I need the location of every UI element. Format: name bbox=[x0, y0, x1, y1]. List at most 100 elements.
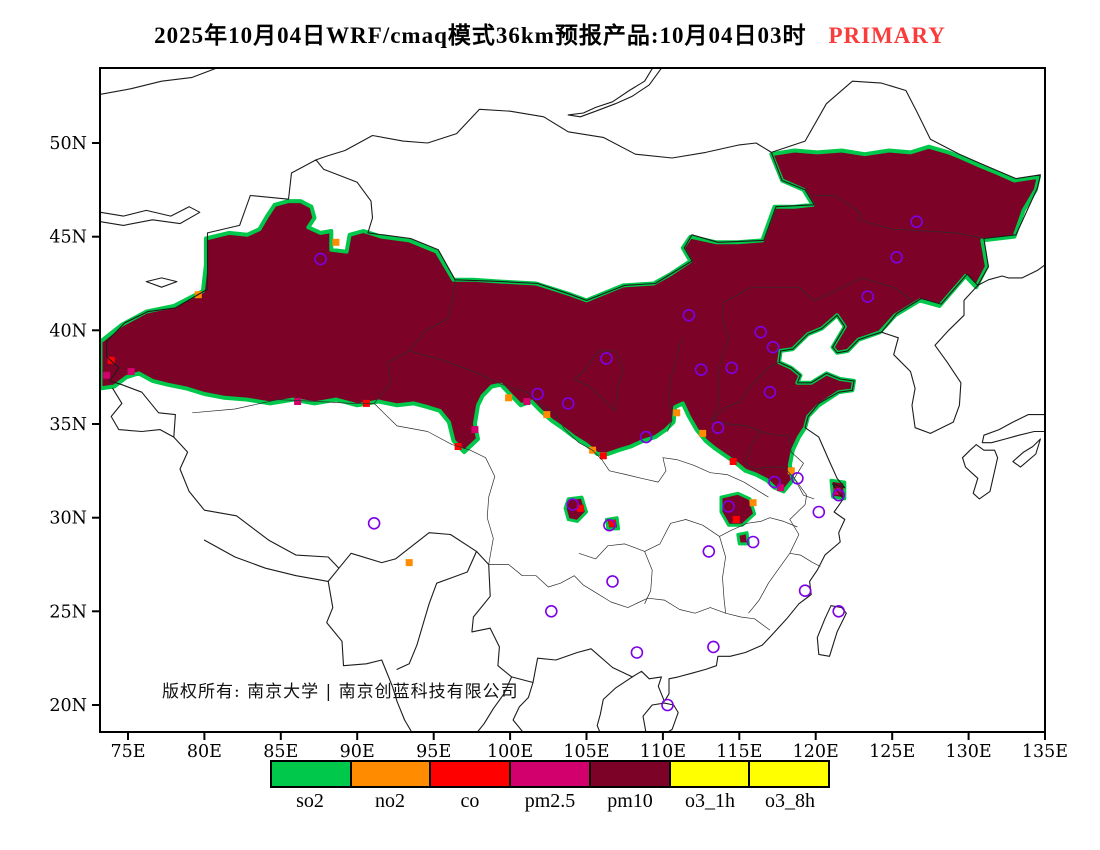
fringe-mark bbox=[505, 394, 513, 402]
fringe-mark bbox=[749, 499, 757, 507]
station-marker bbox=[606, 575, 619, 588]
island-outline bbox=[642, 702, 679, 732]
province-border bbox=[711, 419, 795, 479]
stations-layer bbox=[314, 215, 923, 712]
legend: so2 no2 co pm2.5 pm10 o3_1h o3_8h bbox=[270, 760, 830, 813]
province-border bbox=[858, 219, 984, 239]
legend-swatch-co bbox=[431, 762, 512, 786]
station-marker bbox=[812, 505, 826, 519]
station-marker bbox=[861, 290, 875, 303]
province-border bbox=[554, 412, 769, 498]
title-pollutant-label: PRIMARY bbox=[828, 23, 946, 48]
coastline bbox=[326, 580, 413, 732]
island-outline bbox=[145, 277, 178, 288]
fringe-mark bbox=[729, 458, 737, 465]
fringe-mark bbox=[833, 487, 841, 495]
province-border bbox=[373, 279, 456, 404]
lon-tick-label: 100E bbox=[487, 742, 533, 762]
fringe-mark bbox=[332, 238, 340, 246]
province-border bbox=[711, 302, 729, 421]
lon-tick-label: 115E bbox=[716, 742, 762, 762]
province-border bbox=[667, 337, 682, 432]
station-marker bbox=[531, 387, 544, 401]
axes-layer: 75E 80E 85E 90E 95E 100E 105E 110E 115E 120E 125E 1… bbox=[49, 134, 1068, 762]
lat-tick-label: 35N bbox=[49, 415, 87, 435]
coastline bbox=[476, 676, 513, 732]
coastline bbox=[880, 284, 979, 434]
title-text: 2025年10月04日WRF/cmaq模式36km预报产品:10月04日03时 bbox=[154, 23, 807, 48]
province-border bbox=[830, 277, 913, 301]
station-marker bbox=[754, 325, 768, 339]
fringe-mark bbox=[405, 559, 413, 567]
map-frame bbox=[99, 67, 1046, 733]
lon-tick-label: 130E bbox=[946, 742, 992, 762]
province-border bbox=[409, 350, 555, 414]
legend-label-row: so2 no2 co pm2.5 pm10 o3_1h o3_8h bbox=[270, 788, 830, 813]
pollution-main-region bbox=[100, 144, 1041, 494]
lon-tick-label: 105E bbox=[563, 742, 609, 762]
fringe-mark bbox=[699, 429, 707, 437]
legend-label-no2: no2 bbox=[375, 790, 405, 812]
fringe-mark bbox=[673, 409, 681, 417]
fringe-mark bbox=[732, 516, 740, 523]
lat-tick-label: 40N bbox=[49, 321, 87, 341]
station-marker bbox=[791, 471, 804, 485]
station-marker bbox=[910, 215, 923, 228]
legend-label-o3_8h: o3_8h bbox=[765, 790, 815, 812]
station-marker bbox=[722, 500, 735, 513]
station-marker bbox=[890, 250, 904, 264]
coastline bbox=[315, 108, 772, 161]
legend-label-co: co bbox=[460, 790, 480, 812]
station-marker bbox=[603, 518, 616, 532]
station-marker bbox=[832, 604, 846, 618]
lon-tick-label: 90E bbox=[340, 742, 375, 762]
page-title: 2025年10月04日WRF/cmaq模式36km预报产品:10月04日03时 P… bbox=[0, 16, 1100, 50]
pollution-region-layer bbox=[100, 144, 1041, 567]
station-marker bbox=[711, 421, 725, 435]
legend-swatch-pm2.5 bbox=[511, 762, 591, 786]
coastline bbox=[110, 387, 175, 438]
lat-tick-label: 20N bbox=[49, 696, 87, 716]
legend-colorbar bbox=[270, 760, 830, 788]
china-border bbox=[106, 80, 1041, 702]
legend-label-pm10: pm10 bbox=[607, 790, 653, 812]
station-marker bbox=[566, 498, 580, 511]
legend-label-pm2.5: pm2.5 bbox=[524, 790, 576, 812]
coastline bbox=[596, 676, 633, 732]
province-border bbox=[748, 599, 760, 614]
legend-swatch-no2 bbox=[351, 762, 432, 786]
fringe-mark bbox=[543, 411, 551, 419]
coastline bbox=[567, 68, 663, 118]
basemap-layer bbox=[100, 68, 1045, 732]
station-marker bbox=[766, 340, 780, 354]
fringe-mark bbox=[523, 398, 531, 405]
province-border bbox=[812, 195, 862, 220]
legend-label-so2: so2 bbox=[296, 790, 324, 812]
lat-tick-label: 25N bbox=[49, 602, 87, 622]
station-marker bbox=[725, 361, 739, 375]
coastline bbox=[396, 550, 478, 670]
station-marker bbox=[561, 397, 575, 410]
fringe-mark bbox=[787, 467, 795, 475]
coastline bbox=[100, 68, 218, 95]
station-marker bbox=[661, 698, 674, 712]
legend-swatch-so2 bbox=[272, 762, 352, 786]
fringe-mark bbox=[294, 398, 302, 405]
fringe-mark bbox=[609, 519, 616, 527]
lon-tick-label: 75E bbox=[110, 742, 145, 762]
lon-tick-label: 95E bbox=[416, 742, 451, 762]
island-outline bbox=[816, 605, 847, 657]
station-marker bbox=[639, 430, 653, 444]
station-marker bbox=[367, 516, 381, 530]
province-border bbox=[578, 517, 798, 560]
station-marker bbox=[630, 646, 644, 659]
station-marker bbox=[702, 545, 716, 558]
fringe-mark bbox=[127, 368, 135, 375]
legend-swatch-o3_8h bbox=[750, 762, 829, 786]
island-outline bbox=[100, 206, 201, 226]
province-border bbox=[488, 564, 771, 631]
lon-tick-label: 120E bbox=[793, 742, 839, 762]
lon-tick-label: 125E bbox=[869, 742, 915, 762]
